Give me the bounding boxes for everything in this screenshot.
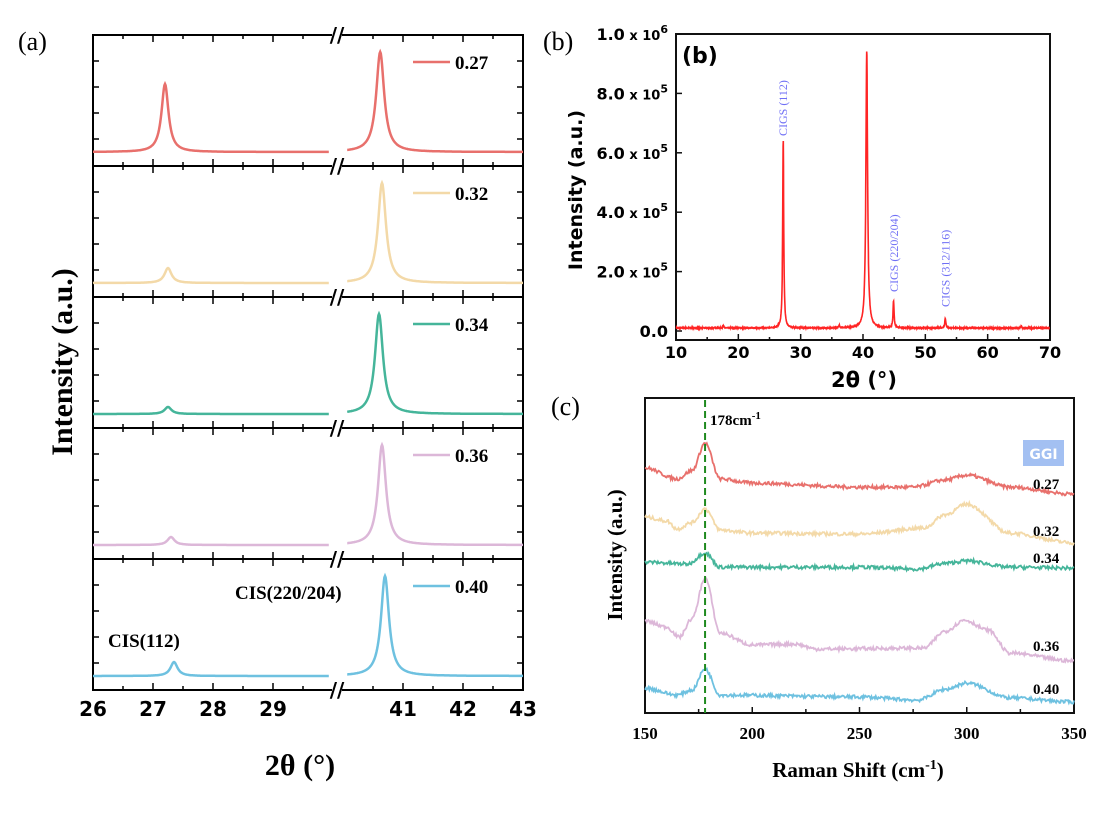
panel-c-x-axis-label: Raman Shift (cm-1) bbox=[772, 758, 944, 782]
axis-break-icon: // bbox=[330, 285, 345, 309]
legend-label-0.36: 0.36 bbox=[455, 446, 488, 467]
series-line-0.27-segment-1 bbox=[93, 80, 329, 154]
x-tick-label: 70 bbox=[1039, 343, 1061, 362]
y-tick-label: 2.0 x 105 bbox=[596, 261, 668, 282]
subplot-frame-0.40 bbox=[92, 558, 524, 691]
panel-c: (c) Intensity (a.u.) Raman Shift (cm-1) … bbox=[551, 392, 1087, 782]
annotation-cis-220-204: CIS(220/204) bbox=[235, 583, 342, 604]
y-tick-label: 4.0 x 105 bbox=[596, 201, 668, 222]
series-label-0.36: 0.36 bbox=[1033, 639, 1060, 655]
x-tick-label: 20 bbox=[727, 343, 749, 362]
y-tick-label: 0.0 bbox=[640, 322, 668, 341]
plot-frame bbox=[675, 33, 1051, 341]
reference-line-label: 178cm-1 bbox=[710, 410, 761, 429]
raman-line-0.40 bbox=[644, 666, 1075, 706]
panel-a-x-axis-label: 2θ (°) bbox=[265, 749, 335, 782]
x-tick-label: 60 bbox=[977, 343, 999, 362]
series-label-0.27: 0.27 bbox=[1033, 477, 1060, 493]
raman-line-0.27 bbox=[644, 441, 1075, 497]
x-tick-label: 41 bbox=[389, 697, 417, 721]
series-line-0.40-segment-2 bbox=[347, 572, 523, 678]
axis-break-icon: // bbox=[330, 416, 345, 440]
panel-c-y-axis-label: Intensity (a.u.) bbox=[603, 489, 627, 620]
legend-label-0.34: 0.34 bbox=[455, 315, 489, 336]
legend-label-0.32: 0.32 bbox=[455, 184, 488, 205]
axis-break-gap bbox=[332, 687, 342, 693]
x-tick-label: 43 bbox=[509, 697, 537, 721]
raman-line-0.34 bbox=[644, 551, 1075, 573]
series-line-0.36-segment-2 bbox=[347, 441, 523, 547]
panel-a: (a) Intensity (a.u.) 2θ (°) // 0.27 // 0.32… bbox=[18, 23, 537, 782]
raman-line-0.32 bbox=[644, 499, 1075, 547]
series-line-0.34-segment-1 bbox=[93, 405, 329, 416]
legend-label-0.40: 0.40 bbox=[455, 577, 488, 598]
panel-b-inner-label: (b) bbox=[682, 44, 718, 69]
axis-break-icon: // bbox=[330, 678, 345, 702]
series-line-0.40-segment-1 bbox=[93, 660, 329, 678]
legend-title-box bbox=[1023, 440, 1064, 466]
axis-break-icon: // bbox=[330, 547, 345, 571]
peak-annotation: CIGS (220/204) bbox=[887, 214, 901, 292]
x-tick-label: 150 bbox=[632, 724, 658, 743]
x-tick-label: 350 bbox=[1061, 724, 1087, 743]
x-tick-label: 28 bbox=[199, 697, 227, 721]
panel-b-label: (b) bbox=[543, 27, 573, 56]
x-tick-label: 50 bbox=[914, 343, 936, 362]
panel-a-label: (a) bbox=[18, 27, 47, 56]
series-label-0.32: 0.32 bbox=[1033, 524, 1059, 540]
axis-break-gap bbox=[332, 32, 342, 38]
x-tick-label: 29 bbox=[259, 697, 287, 721]
axis-break-icon: // bbox=[330, 154, 345, 178]
panel-a-plot-area: // 0.27 // 0.32 // 0.34 // 0.36 // 0.40 // 26 27 28 29… bbox=[79, 23, 537, 721]
series-label-0.34: 0.34 bbox=[1033, 551, 1060, 567]
panel-b-plot-area: 0.0 2.0 x 105 4.0 x 105 6.0 x 105 8.0 x 105 1… bbox=[596, 23, 1061, 362]
panel-b-y-axis-label: Intensity (a.u.) bbox=[565, 110, 587, 270]
legend-title: GGI bbox=[1029, 447, 1057, 463]
axis-break-gap bbox=[332, 556, 342, 562]
series-line-0.32-segment-2 bbox=[347, 179, 523, 285]
panel-c-plot-area: 150 200 250 300 350 178cm-1 GGI 0.27 0.32 0.34 0.3… bbox=[632, 397, 1087, 743]
y-tick-label: 6.0 x 105 bbox=[596, 142, 668, 163]
raman-line-0.36 bbox=[644, 575, 1075, 664]
xrd-pattern-line bbox=[675, 51, 1051, 332]
x-tick-label: 10 bbox=[665, 343, 687, 362]
panel-b-x-axis-label: 2θ (°) bbox=[831, 368, 897, 392]
axis-break-gap bbox=[332, 425, 342, 431]
series-line-0.27-segment-2 bbox=[347, 48, 523, 154]
series-line-0.34-segment-2 bbox=[346, 310, 523, 416]
series-line-0.36-segment-1 bbox=[93, 535, 329, 547]
x-tick-label: 30 bbox=[790, 343, 812, 362]
x-tick-label: 250 bbox=[847, 724, 873, 743]
series-label-0.40: 0.40 bbox=[1033, 682, 1059, 698]
peak-annotation: CIGS (312/116) bbox=[938, 230, 952, 307]
x-tick-label: 27 bbox=[139, 697, 167, 721]
panel-b: (b) (b) Intensity (a.u.) 2θ (°) 0.0 2.0 x… bbox=[543, 23, 1061, 392]
series-line-0.32-segment-1 bbox=[92, 266, 329, 285]
x-tick-label: 300 bbox=[954, 724, 980, 743]
axis-break-gap bbox=[332, 294, 342, 300]
peak-annotation: CIGS (112) bbox=[776, 80, 790, 136]
x-tick-label: 40 bbox=[852, 343, 874, 362]
legend-label-0.27: 0.27 bbox=[455, 53, 489, 74]
annotation-cis-112: CIS(112) bbox=[108, 631, 180, 652]
panel-c-label: (c) bbox=[551, 392, 580, 421]
x-tick-label: 26 bbox=[79, 697, 107, 721]
y-tick-label: 8.0 x 105 bbox=[596, 82, 668, 103]
panel-a-y-axis-label: Intensity (a.u.) bbox=[46, 268, 79, 456]
y-tick-label: 1.0 x 106 bbox=[596, 23, 668, 44]
axis-break-icon: // bbox=[330, 23, 345, 47]
axis-break-gap bbox=[332, 163, 342, 169]
x-tick-label: 200 bbox=[740, 724, 766, 743]
x-tick-label: 42 bbox=[449, 697, 477, 721]
